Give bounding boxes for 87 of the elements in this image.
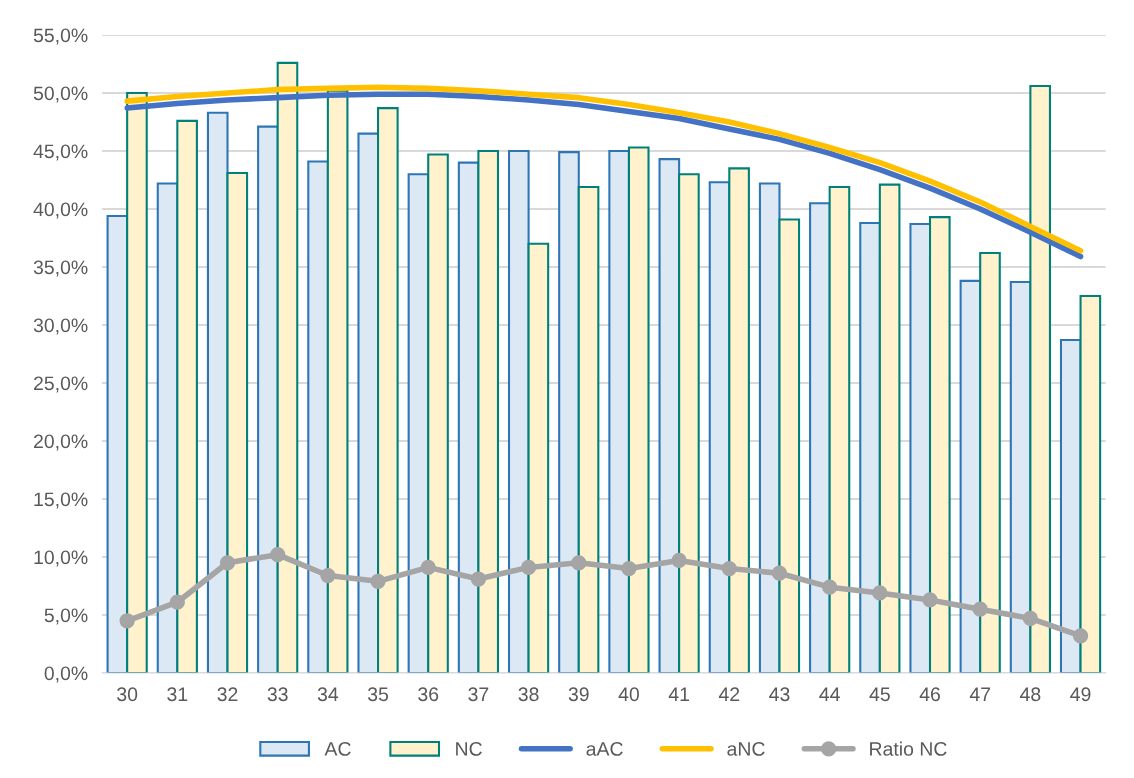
bar xyxy=(176,119,198,673)
bar xyxy=(678,173,700,673)
x-tick-label: 32 xyxy=(217,687,238,702)
point xyxy=(922,592,938,608)
point xyxy=(420,559,436,576)
point xyxy=(721,560,737,577)
bar xyxy=(909,223,932,673)
bar xyxy=(878,183,901,673)
x-tick-label: 46 xyxy=(919,687,940,702)
x-tick-label: 31 xyxy=(167,687,188,702)
point xyxy=(370,573,386,589)
bar xyxy=(809,202,831,673)
y-tick-label: 30,0% xyxy=(33,318,88,335)
bar xyxy=(477,149,500,673)
bar xyxy=(778,218,801,673)
point xyxy=(219,555,236,571)
y-tick-label: 5,0% xyxy=(44,608,88,625)
legend-label: AC xyxy=(324,742,351,756)
bar xyxy=(558,151,580,673)
bar xyxy=(1079,294,1102,673)
point xyxy=(621,560,637,577)
x-tick-label: 40 xyxy=(618,687,639,702)
bar xyxy=(257,125,279,673)
point xyxy=(1022,610,1039,627)
point xyxy=(520,559,537,576)
legend-label: aNC xyxy=(727,742,765,756)
x-tick-label: 45 xyxy=(869,687,890,702)
bar xyxy=(728,167,750,673)
y-tick-label: 10,0% xyxy=(34,550,88,567)
bar xyxy=(427,153,449,673)
point xyxy=(169,594,185,610)
x-tick-label: 43 xyxy=(769,687,790,702)
bar xyxy=(377,107,399,673)
bar xyxy=(828,185,851,673)
point xyxy=(822,579,838,595)
bar xyxy=(527,242,550,673)
bar xyxy=(307,160,329,673)
point xyxy=(320,567,336,584)
bar xyxy=(1029,85,1051,673)
y-tick-label: 55,0% xyxy=(33,28,88,45)
x-tick-label: 48 xyxy=(1020,687,1041,702)
y-tick-label: 35,0% xyxy=(33,260,88,277)
point xyxy=(771,565,788,581)
point xyxy=(671,552,687,569)
point xyxy=(872,585,888,601)
bar xyxy=(979,252,1001,673)
x-tick-label: 34 xyxy=(317,687,339,702)
x-tick-label: 39 xyxy=(568,687,589,702)
x-tick-label: 33 xyxy=(267,687,288,702)
x-tick-label: 44 xyxy=(819,687,840,701)
y-tick-label: 20,0% xyxy=(34,434,88,451)
bar xyxy=(1059,339,1082,673)
bar xyxy=(276,61,299,673)
x-tick-label: 36 xyxy=(418,687,439,702)
bar xyxy=(928,216,951,673)
bar xyxy=(357,132,380,673)
legend-label: NC xyxy=(456,742,482,756)
bar xyxy=(126,91,148,673)
bar xyxy=(507,149,530,673)
x-tick-label: 42 xyxy=(718,687,740,701)
legend-label: aAC xyxy=(586,742,623,756)
bar xyxy=(577,185,600,673)
point xyxy=(470,571,487,587)
x-tick-label: 38 xyxy=(518,687,539,702)
x-tick-label: 30 xyxy=(117,687,138,702)
x-tick-label: 37 xyxy=(468,687,489,702)
x-tick-label: 41 xyxy=(668,687,689,701)
point xyxy=(270,547,286,563)
point xyxy=(571,555,587,571)
bar xyxy=(627,146,650,673)
y-tick-label: 0,0% xyxy=(44,666,88,683)
x-tick-label: 47 xyxy=(969,687,991,701)
x-tick-label: 49 xyxy=(1070,687,1091,702)
bar xyxy=(608,149,630,673)
legend-label: Ratio NC xyxy=(870,741,947,756)
point xyxy=(972,601,988,617)
y-tick-label: 15,0% xyxy=(34,492,88,509)
y-tick-label: 50,0% xyxy=(33,86,88,103)
bar xyxy=(226,172,249,673)
bar xyxy=(859,221,881,673)
y-tick-label: 45,0% xyxy=(33,144,88,161)
x-tick-label: 35 xyxy=(367,687,389,702)
point xyxy=(119,613,135,629)
bar xyxy=(326,89,349,673)
y-tick-label: 25,0% xyxy=(34,376,88,393)
y-tick-label: 40,0% xyxy=(33,202,88,219)
point xyxy=(1072,628,1089,644)
